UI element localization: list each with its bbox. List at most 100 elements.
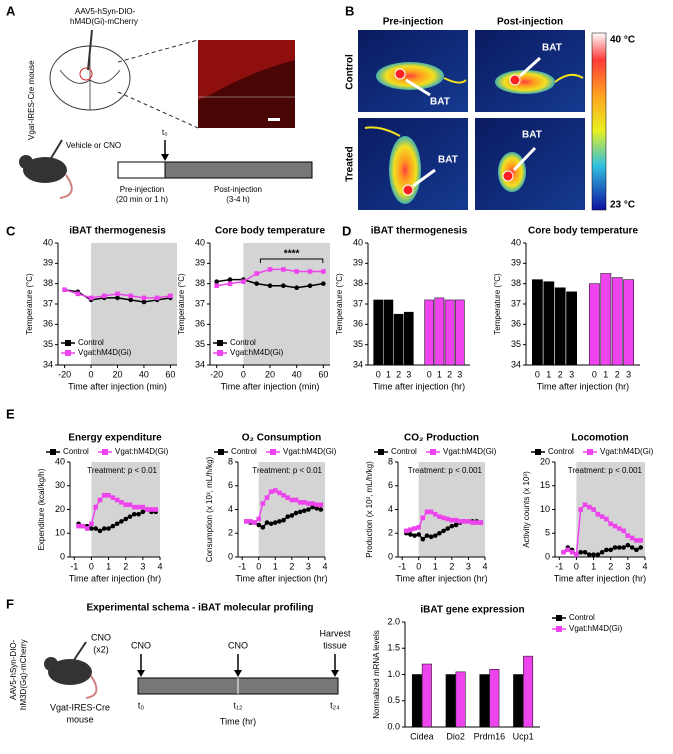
point (141, 295, 147, 301)
legend-label: Vgat:hM4D(Gi) (115, 447, 169, 456)
x-tick-label: 40 (139, 369, 149, 379)
point (272, 488, 278, 493)
y-tick-label: 2 (388, 528, 393, 538)
y-tick-label: 39 (511, 258, 521, 268)
point (277, 519, 282, 524)
legend-marker (65, 340, 71, 346)
y-tick-label: 30 (55, 480, 65, 490)
scale-min: 23 °C (610, 200, 635, 211)
arrow-heads (137, 670, 339, 677)
y-tick-label: 38 (195, 278, 205, 288)
y-tick-label: 35 (43, 339, 53, 349)
point (561, 549, 566, 555)
x-tick-label: 2 (289, 561, 294, 571)
point (267, 283, 273, 289)
bar (445, 674, 456, 728)
x-tick-label: -20 (58, 369, 71, 379)
bat-label: BAT (438, 155, 458, 166)
y-tick-label: 39 (353, 258, 363, 268)
point (97, 528, 103, 534)
point (424, 533, 430, 538)
legend-label: Vgat:hM4D(Gi) (78, 348, 132, 357)
point (416, 532, 422, 537)
x-tick-label: 1 (591, 561, 596, 571)
y-tick-label: 2 (228, 528, 233, 538)
y-tick-label: 35 (353, 339, 363, 349)
point (256, 522, 262, 528)
post-label: Post-injection (214, 185, 262, 194)
point (101, 293, 107, 299)
event: CNO (131, 640, 151, 650)
x-tick-label: -1 (70, 561, 78, 571)
annotation: Treatment: p < 0.001 (408, 466, 483, 475)
point (634, 538, 639, 543)
y-axis-label: Temperature (°C) (25, 273, 34, 335)
x-tick-label: 0 (574, 561, 579, 571)
y-tick-label: 38 (353, 278, 363, 288)
x-tick-label: 2 (123, 561, 128, 571)
y-tick-label: 34 (511, 359, 521, 369)
x-axis-label: Time after injection (min) (221, 381, 320, 391)
point (254, 271, 259, 276)
point (89, 526, 94, 531)
x-axis-label: Time after injection (hr) (373, 381, 465, 391)
point (318, 502, 324, 508)
bar (566, 291, 577, 366)
mouse-icon (48, 659, 92, 685)
point (93, 504, 99, 510)
bar (421, 663, 432, 728)
point (428, 509, 434, 515)
point (449, 523, 455, 529)
x-axis-label: Time after injection (hr) (395, 573, 487, 583)
y-tick-label: 0.0 (387, 721, 400, 731)
x-tick-label: 60 (318, 369, 328, 379)
point (621, 528, 626, 534)
point (403, 528, 409, 534)
point (604, 516, 609, 522)
y-axis-label: Activity counts (x 10³) (522, 471, 531, 548)
point (301, 508, 307, 513)
point (310, 504, 315, 510)
chart-title: CO₂ Production (404, 433, 479, 444)
x-axis-label: Time after injection (hr) (235, 573, 327, 583)
category-label: 2 (558, 369, 563, 379)
legend-marker (556, 615, 562, 621)
category-label: 3 (457, 369, 462, 379)
x-tick-label: 0 (416, 561, 421, 571)
point (569, 549, 575, 555)
point (608, 547, 614, 553)
point (131, 511, 137, 517)
syringe (73, 641, 87, 661)
bat-spot (509, 74, 521, 86)
legend-marker (430, 449, 436, 455)
column-label: Post-injection (497, 17, 563, 28)
point (168, 293, 173, 299)
point (582, 549, 588, 555)
point (119, 500, 124, 505)
point (281, 283, 286, 289)
point (634, 547, 639, 553)
point (76, 523, 81, 529)
x-tick-label: 4 (322, 561, 327, 571)
shaded-region (576, 462, 645, 557)
point (128, 293, 134, 299)
time-tick: t₂₄ (330, 700, 340, 710)
panel-label: F (6, 596, 14, 611)
time-tick: t₁₂ (233, 700, 243, 710)
x-tick-label: 1 (433, 561, 438, 571)
bat-spot (502, 170, 514, 182)
x-axis-label: Time after injection (min) (68, 381, 167, 391)
event: Harvest (319, 628, 351, 638)
x-tick-label: 0 (241, 369, 246, 379)
legend-label: Control (230, 338, 256, 347)
category-label: Dio2 (446, 731, 465, 741)
y-tick-label: 37 (353, 298, 363, 308)
point (154, 295, 160, 301)
point (638, 538, 644, 543)
point (252, 520, 257, 525)
legend-label: Vgat:hM4D(Gi) (283, 447, 337, 456)
chart-title: iBAT gene expression (420, 605, 524, 616)
legend-marker (50, 449, 56, 455)
point (289, 497, 295, 503)
bar (434, 297, 445, 366)
